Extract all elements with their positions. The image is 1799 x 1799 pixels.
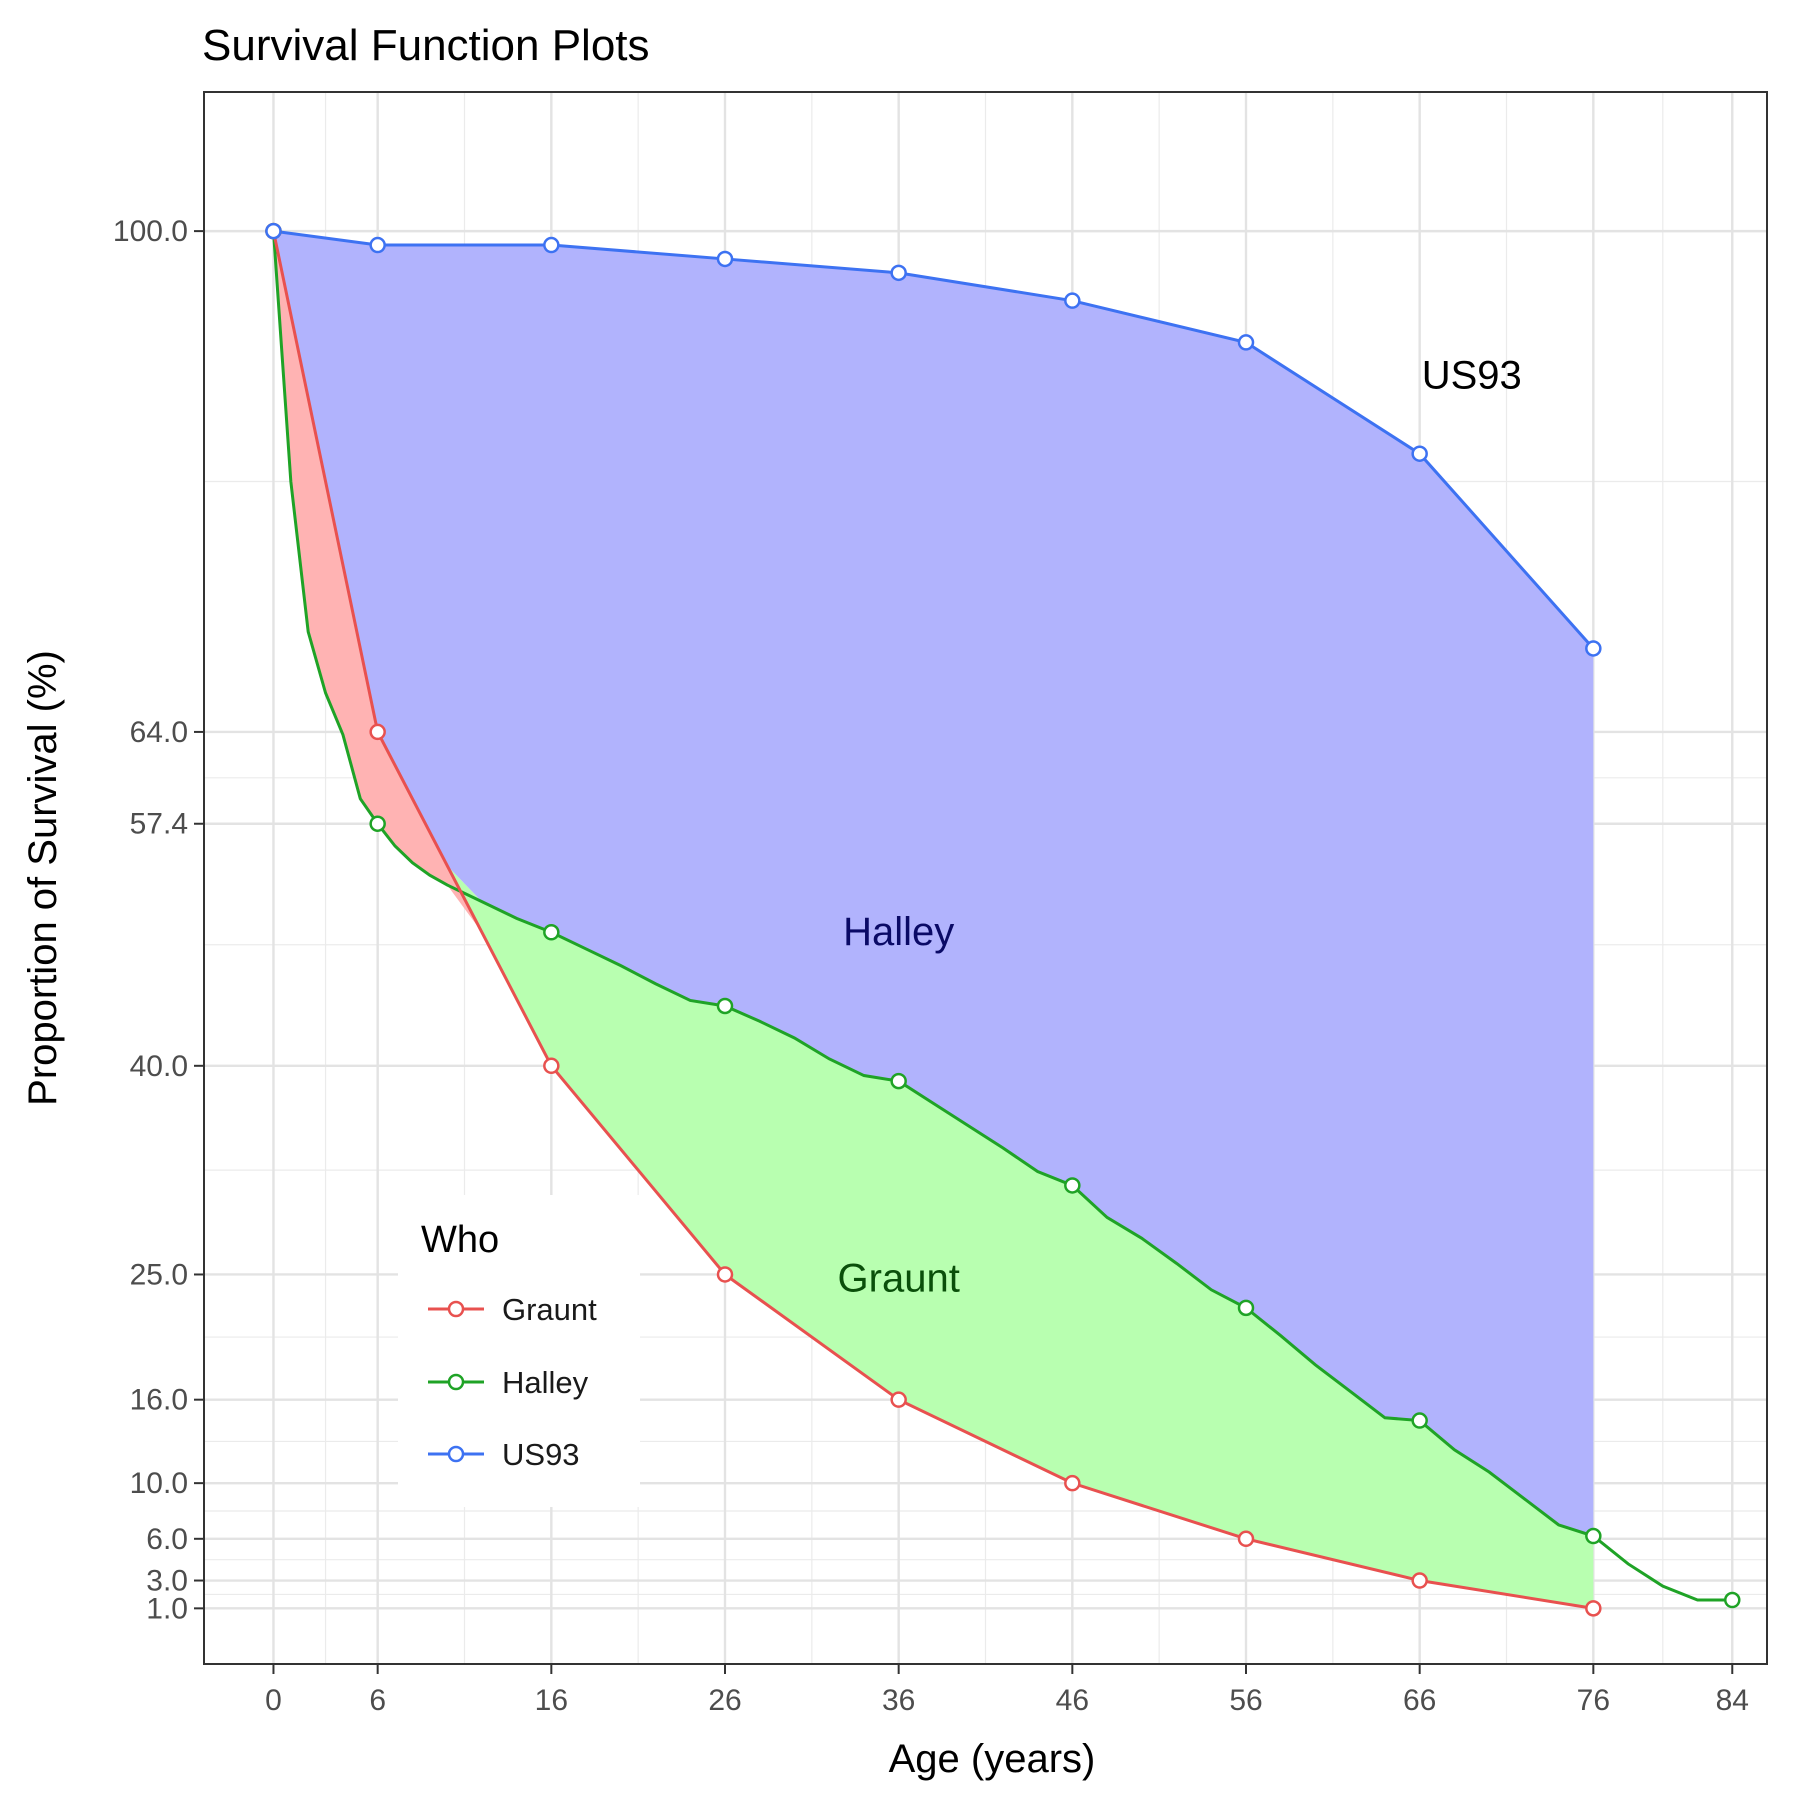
data-point-halley <box>369 815 386 832</box>
legend-title: Who <box>421 1219 499 1261</box>
data-point-halley <box>1724 1591 1741 1609</box>
data-point-graunt <box>1064 1474 1081 1492</box>
data-point-us93 <box>1064 292 1081 309</box>
series-line-halley <box>271 231 1733 1602</box>
data-point-graunt <box>1237 1530 1255 1548</box>
data-point-us93 <box>265 222 282 240</box>
legend-label-us93: US93 <box>502 1437 580 1472</box>
legend-item-halley: Halley <box>428 1365 589 1400</box>
y-tick-label: 16.0 <box>130 1384 188 1417</box>
data-point-graunt <box>1411 1572 1428 1589</box>
legend-item-graunt: Graunt <box>428 1292 597 1327</box>
y-tick-label: 25.0 <box>130 1258 188 1291</box>
legend-label-halley: Halley <box>502 1365 589 1400</box>
y-axis-label: Proportion of Survival (%) <box>21 650 65 1106</box>
series-points <box>265 222 1741 1617</box>
data-point-us93 <box>369 236 386 254</box>
x-tick-label: 26 <box>708 1684 741 1717</box>
y-tick-label: 1.0 <box>146 1592 188 1625</box>
annotation-graunt: Graunt <box>838 1256 960 1300</box>
x-tick-label: 56 <box>1229 1684 1262 1717</box>
y-tick-label: 100.0 <box>113 215 188 248</box>
annotation-halley: Halley <box>843 910 954 954</box>
x-tick-label: 46 <box>1056 1684 1089 1717</box>
data-point-us93 <box>716 250 734 268</box>
annotations: US93 Halley Graunt <box>838 353 1522 1300</box>
data-point-halley <box>543 924 560 941</box>
plot-border <box>203 91 1768 1665</box>
x-tick-label: 16 <box>535 1684 568 1717</box>
data-point-halley <box>1237 1299 1255 1317</box>
legend-key-point <box>447 1445 465 1463</box>
legend-key-point <box>447 1300 465 1318</box>
y-tick-label: 10.0 <box>130 1467 188 1500</box>
data-point-graunt <box>1585 1600 1602 1617</box>
data-point-us93 <box>890 264 907 282</box>
legend-item-us93: US93 <box>428 1437 580 1472</box>
x-tick-label: 84 <box>1716 1684 1749 1717</box>
data-point-graunt <box>890 1391 907 1408</box>
data-point-us93 <box>1585 640 1602 657</box>
data-point-graunt <box>369 723 386 741</box>
x-tick-label: 66 <box>1403 1684 1436 1717</box>
x-axis-label: Age (years) <box>889 1737 1096 1781</box>
data-point-halley <box>1585 1527 1602 1545</box>
data-point-graunt <box>716 1266 734 1283</box>
data-point-halley <box>1064 1177 1081 1194</box>
x-axis: 0 6 16 26 36 46 56 66 76 84 <box>265 1664 1749 1717</box>
y-tick-label: 57.4 <box>130 808 188 841</box>
us93-band-fill <box>273 231 1594 1537</box>
x-tick-label: 36 <box>882 1684 915 1717</box>
legend-label-graunt: Graunt <box>502 1292 597 1327</box>
area-fills <box>273 231 1594 1609</box>
y-tick-label: 6.0 <box>146 1523 188 1556</box>
x-tick-label: 0 <box>265 1684 282 1717</box>
data-point-us93 <box>543 236 560 254</box>
x-tick-label: 6 <box>369 1684 386 1717</box>
data-point-graunt <box>543 1057 560 1075</box>
y-axis: 100.0 64.0 57.4 40.0 25.0 16.0 10.0 6.0 3.01.0 <box>113 215 204 1625</box>
y-tick-label: 64.0 <box>130 716 188 749</box>
data-point-halley <box>1411 1412 1428 1429</box>
legend-key-point <box>447 1373 465 1391</box>
data-point-us93 <box>1237 334 1255 351</box>
chart-title: Survival Function Plots <box>202 21 650 70</box>
x-tick-label: 76 <box>1577 1684 1610 1717</box>
data-point-us93 <box>1411 445 1428 462</box>
legend: Who Graunt Halley US93 <box>398 1195 640 1507</box>
data-point-halley <box>716 997 734 1015</box>
y-tick-label: 3.0 <box>146 1565 188 1598</box>
annotation-us93: US93 <box>1422 353 1522 397</box>
y-tick-label: 40.0 <box>130 1050 188 1083</box>
halley-band-fill <box>273 231 1594 1609</box>
data-point-halley <box>890 1072 907 1090</box>
